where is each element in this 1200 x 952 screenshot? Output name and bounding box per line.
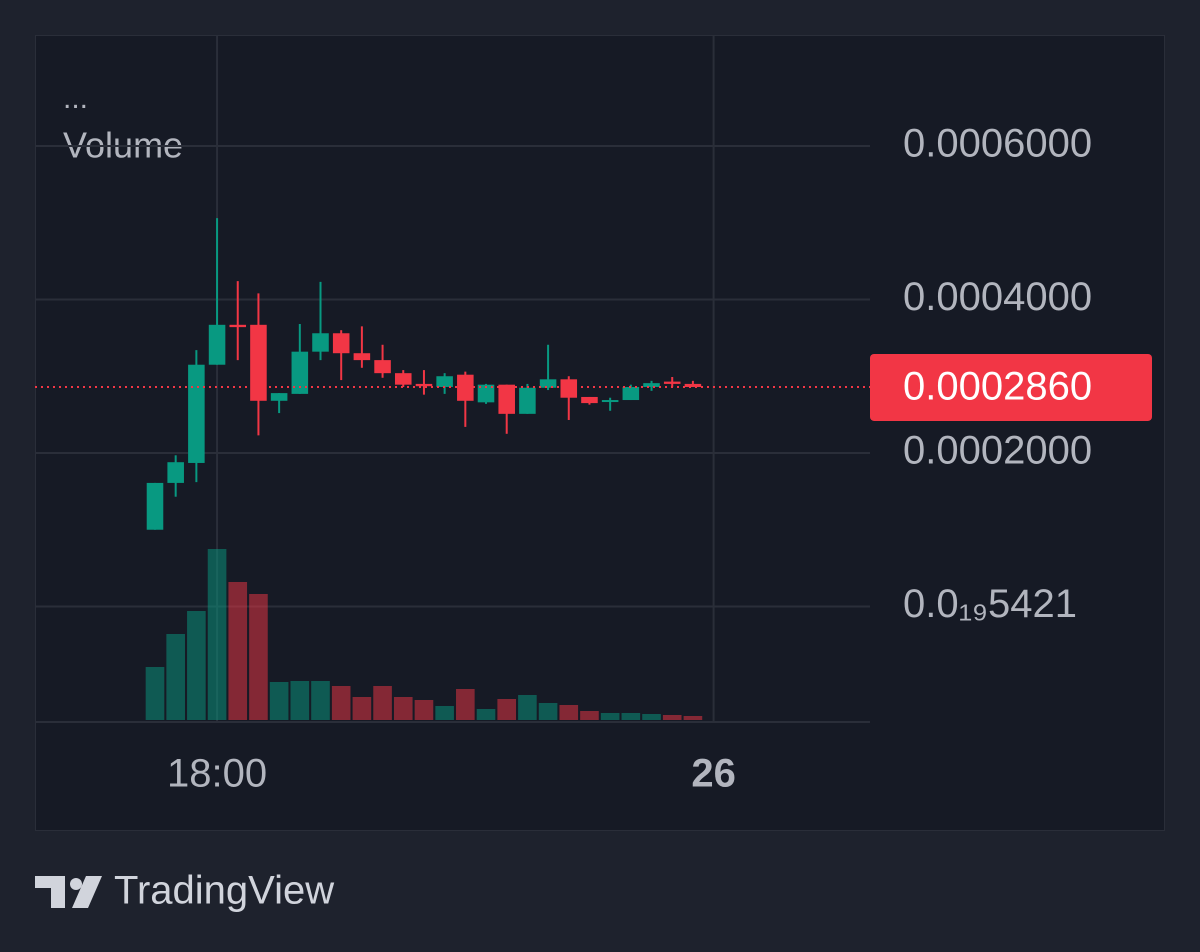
candle-body [374,360,391,374]
volume-bar [476,709,496,720]
candle-body [394,373,412,385]
logo-slash [72,876,102,908]
volume-bar [207,549,227,720]
volume-bar [187,611,206,720]
y-tick-label: 0.0₁₉5421 [903,582,1077,626]
volume-bar [228,582,248,720]
last-price-box [870,353,1152,421]
candle-body [560,379,578,398]
volume-bar [166,634,185,720]
candle-body [622,386,640,401]
x-tick-label: 18:00 [167,752,267,796]
volume-bar [269,682,289,720]
volume-bar [352,697,372,720]
tradingview-logo[interactable]: TradingView [35,869,334,913]
brand: TradingView [114,869,334,913]
candle-body [643,383,660,387]
volume-bar [621,713,641,720]
volume-bar [311,681,330,720]
candle-body [436,376,453,387]
volume-bar [580,711,599,720]
legend-title[interactable]: ... [63,82,88,115]
volume-bar [393,697,413,720]
candle-body [250,324,267,401]
candle-body [332,333,350,354]
volume-bar [518,695,537,720]
y-tick-label: 0.0006000 [903,122,1092,166]
candle-body [519,387,536,414]
candle-body [539,379,557,388]
volume-bar [497,699,517,720]
candle-body [167,462,184,483]
volume-bar [331,686,351,720]
volume-bar [538,703,558,720]
candle-body [684,383,702,387]
candle-body [581,396,598,404]
candle-body [208,324,226,365]
candle-body [188,364,205,463]
candle-body [457,374,474,401]
volume-bar [642,714,661,720]
logo-dot [70,878,82,890]
y-tick-label: 0.0004000 [903,275,1092,319]
candle-body [353,353,371,361]
candle-body [477,384,495,403]
candle-body [415,383,433,387]
volume-bar [456,689,475,720]
volume-bar [435,706,454,720]
volume-bar [145,667,165,720]
logo-mark [35,876,65,908]
volume-bar [600,713,620,720]
candle-body [601,400,619,403]
candle-body [498,384,515,414]
last-price-label: 0.0002860 [903,365,1092,409]
candle-body [312,333,329,352]
candle-body [146,482,164,530]
candle-body [270,393,288,401]
y-tick-label: 0.0002000 [903,429,1092,473]
volume-bar [414,700,434,720]
candle-body [229,324,247,328]
volume-bar [290,681,310,720]
volume-bar [683,716,703,720]
volume-bar [559,705,579,720]
volume-bar [373,686,392,720]
candle-body [291,351,309,394]
volume-bar [249,594,268,720]
x-tick-label: 26 [691,752,736,796]
candle-body [663,381,681,384]
volume-bar [662,715,682,720]
